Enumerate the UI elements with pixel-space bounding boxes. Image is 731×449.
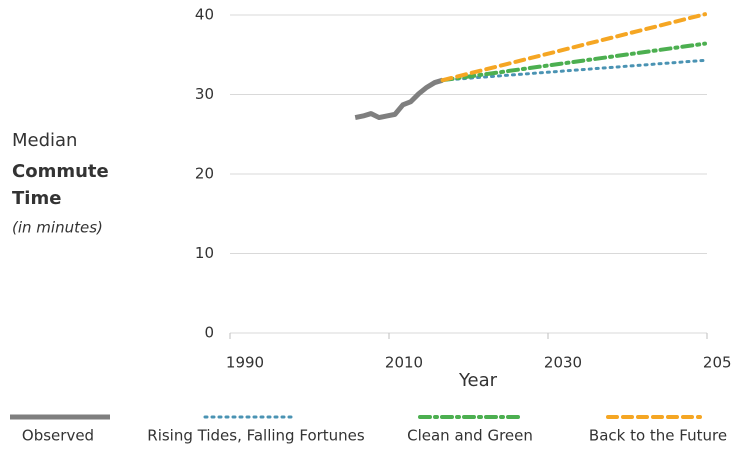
y-tick-label: 20 xyxy=(195,165,214,183)
series-line xyxy=(441,58,707,82)
x-tick-label: 2050 xyxy=(703,354,731,372)
y-axis-label: Median xyxy=(12,130,77,151)
legend-label: Clean and Green xyxy=(407,427,533,445)
y-tick-label: 10 xyxy=(195,244,214,262)
x-tick-label: 1990 xyxy=(226,354,264,372)
x-tick-label: 2030 xyxy=(544,354,582,372)
y-tick-label: 0 xyxy=(204,324,214,342)
legend-label: Back to the Future xyxy=(589,427,727,445)
series-line xyxy=(354,77,444,121)
x-tick-label: 2010 xyxy=(385,354,423,372)
y-tick-label: 40 xyxy=(195,6,214,24)
y-axis-label: Time xyxy=(12,188,61,209)
y-axis-label: (in minutes) xyxy=(12,219,103,237)
x-axis-label: Year xyxy=(458,370,498,391)
series-line xyxy=(440,12,707,83)
legend-label: Rising Tides, Falling Fortunes xyxy=(147,427,365,445)
y-axis-label: Commute xyxy=(12,161,109,182)
legend-label: Observed xyxy=(22,427,94,445)
series-line xyxy=(440,41,707,83)
y-tick-label: 30 xyxy=(195,85,214,103)
